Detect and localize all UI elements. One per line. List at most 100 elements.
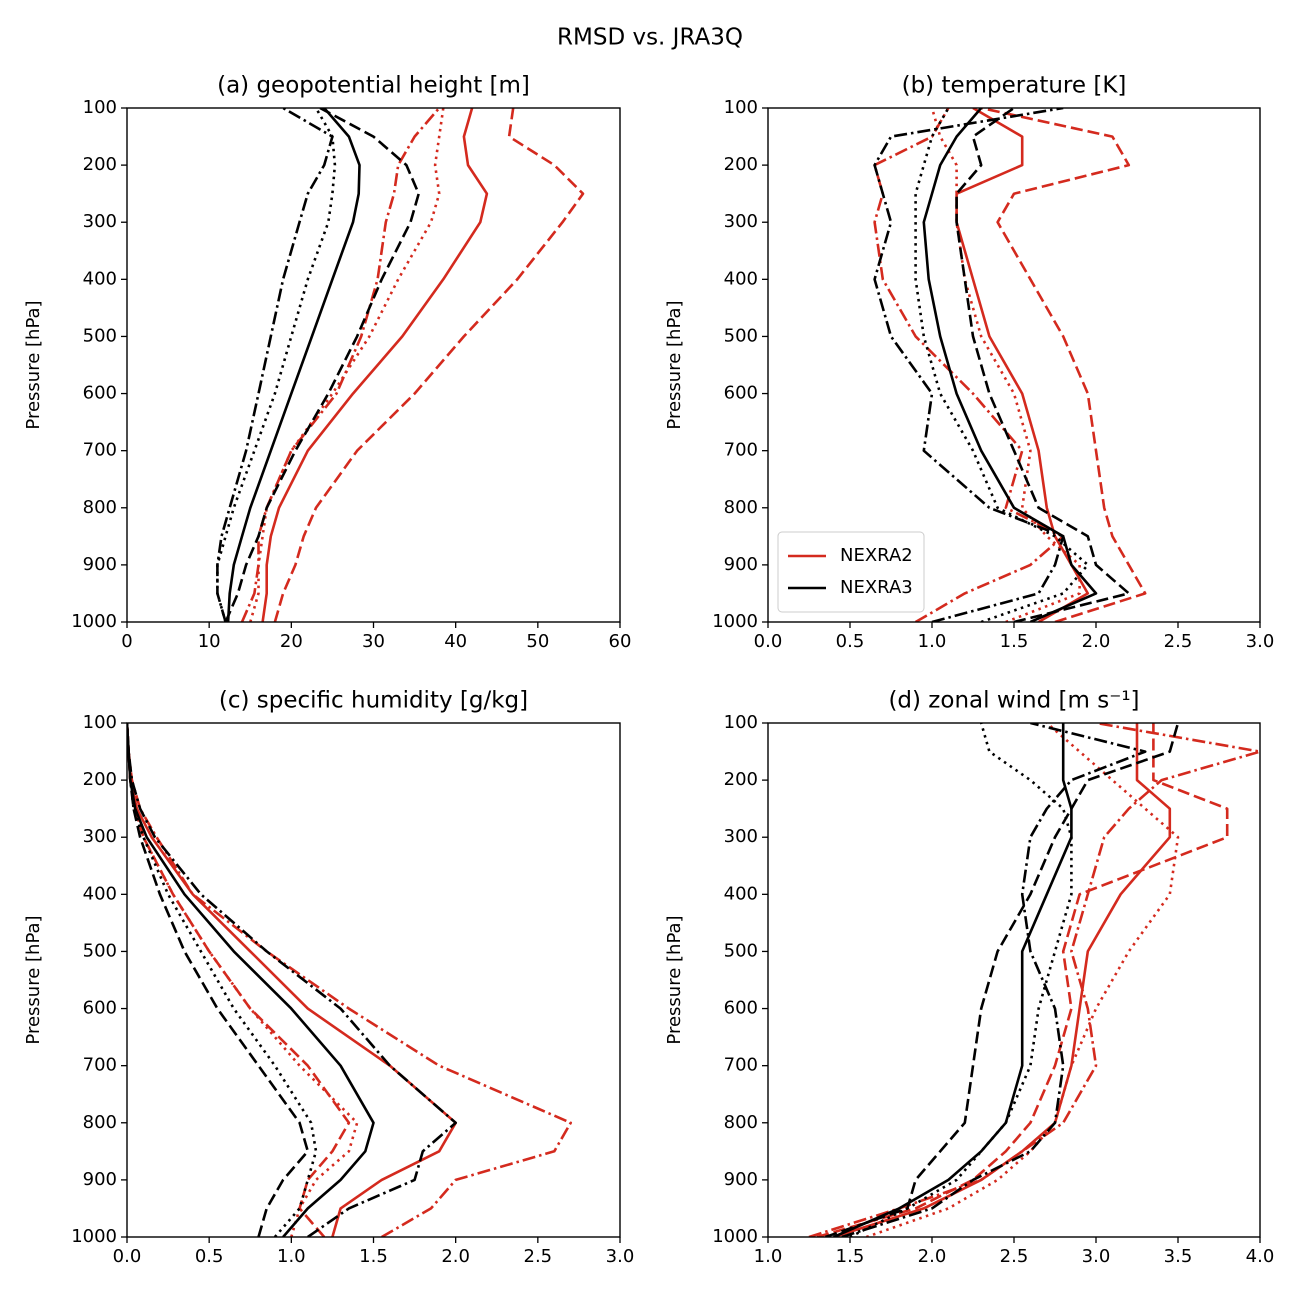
y-tick-label: 100	[83, 712, 117, 733]
panel-title: (d) zonal wind [m s⁻¹]	[888, 688, 1139, 714]
profile-line	[261, 108, 489, 622]
x-tick-label: 3.5	[1164, 1246, 1193, 1267]
y-tick-label: 200	[83, 154, 117, 175]
profile-line	[240, 108, 441, 622]
x-tick-label: 0.0	[113, 1246, 142, 1267]
profile-line	[955, 108, 1090, 622]
profile-line	[273, 108, 585, 622]
y-tick-label: 300	[83, 826, 117, 847]
y-tick-label: 500	[724, 325, 758, 346]
profile-line	[216, 108, 334, 622]
profile-line	[216, 108, 337, 622]
profile-line	[873, 108, 1065, 622]
x-tick-label: 1.0	[918, 631, 947, 652]
x-tick-label: 2.5	[1164, 631, 1193, 652]
x-tick-label: 1.0	[754, 1246, 783, 1267]
y-tick-label: 500	[83, 940, 117, 961]
x-tick-label: 3.0	[1246, 631, 1275, 652]
x-tick-label: 3.0	[606, 1246, 635, 1267]
profile-line	[226, 108, 361, 622]
x-tick-label: 4.0	[1246, 1246, 1275, 1267]
y-tick-label: 600	[83, 383, 117, 404]
y-tick-label: 500	[724, 940, 758, 961]
legend-label: NEXRA2	[840, 545, 913, 566]
x-tick-label: 2.0	[1082, 631, 1111, 652]
figure-title: RMSD vs. JRA3Q	[557, 25, 743, 51]
y-tick-label: 900	[83, 1169, 117, 1190]
legend-box	[777, 531, 925, 613]
axes-frame	[126, 722, 621, 1238]
x-tick-label: 0.5	[195, 1246, 224, 1267]
axes-frame	[126, 107, 621, 623]
x-tick-label: 1.5	[836, 1246, 865, 1267]
y-tick-label: 400	[83, 883, 117, 904]
profile-line	[922, 108, 1098, 622]
y-tick-label: 300	[83, 211, 117, 232]
axes-frame	[767, 722, 1261, 1238]
y-tick-label: 400	[83, 268, 117, 289]
y-tick-label: 900	[83, 554, 117, 575]
x-tick-label: 10	[198, 631, 221, 652]
profile-line	[224, 108, 420, 622]
y-tick-label: 900	[724, 554, 758, 575]
x-tick-label: 2.0	[441, 1246, 470, 1267]
y-tick-label: 300	[724, 826, 758, 847]
profile-line	[127, 723, 318, 1237]
y-tick-label: 200	[724, 154, 758, 175]
y-tick-label: 1000	[71, 611, 117, 632]
y-tick-label: 600	[724, 383, 758, 404]
y-axis-label: Pressure [hPa]	[664, 915, 685, 1044]
x-tick-label: 1.5	[1000, 631, 1029, 652]
y-tick-label: 700	[724, 440, 758, 461]
y-tick-label: 800	[83, 1112, 117, 1133]
x-tick-label: 2.0	[918, 1246, 947, 1267]
y-tick-label: 100	[83, 97, 117, 118]
y-tick-label: 400	[724, 883, 758, 904]
y-tick-label: 800	[724, 1112, 758, 1133]
profile-line	[849, 723, 1073, 1237]
profile-line	[127, 723, 457, 1237]
y-tick-label: 200	[83, 769, 117, 790]
y-tick-label: 400	[724, 268, 758, 289]
y-tick-label: 1000	[712, 1226, 758, 1247]
legend-label: NEXRA3	[840, 577, 913, 598]
profile-line	[955, 108, 1131, 622]
y-tick-label: 200	[724, 769, 758, 790]
y-tick-label: 800	[83, 497, 117, 518]
profile-line	[930, 108, 1081, 622]
y-tick-label: 700	[83, 440, 117, 461]
profile-line	[980, 108, 1147, 622]
x-tick-label: 50	[526, 631, 549, 652]
x-tick-label: 1.5	[359, 1246, 388, 1267]
x-tick-label: 60	[609, 631, 632, 652]
axes-frame	[767, 107, 1261, 623]
x-tick-label: 1.0	[277, 1246, 306, 1267]
profile-line	[833, 723, 1073, 1237]
x-tick-label: 30	[362, 631, 385, 652]
y-tick-label: 100	[724, 712, 758, 733]
y-axis-label: Pressure [hPa]	[23, 915, 44, 1044]
profile-line	[816, 723, 1229, 1237]
profile-line	[865, 723, 1180, 1237]
y-tick-label: 800	[724, 497, 758, 518]
x-tick-label: 0	[121, 631, 132, 652]
x-tick-label: 2.5	[1000, 1246, 1029, 1267]
y-axis-label: Pressure [hPa]	[23, 300, 44, 429]
y-tick-label: 600	[724, 998, 758, 1019]
panel-title: (a) geopotential height [m]	[217, 73, 530, 99]
panel-title: (c) specific humidity [g/kg]	[219, 688, 528, 714]
panel-title: (b) temperature [K]	[902, 73, 1127, 99]
y-tick-label: 700	[724, 1055, 758, 1076]
x-tick-label: 2.5	[524, 1246, 553, 1267]
y-tick-label: 700	[83, 1055, 117, 1076]
y-tick-label: 1000	[71, 1226, 117, 1247]
y-tick-label: 500	[83, 325, 117, 346]
x-tick-label: 3.0	[1082, 1246, 1111, 1267]
y-tick-label: 900	[724, 1169, 758, 1190]
profile-line	[808, 723, 1260, 1237]
x-tick-label: 40	[444, 631, 467, 652]
y-tick-label: 300	[724, 211, 758, 232]
y-axis-label: Pressure [hPa]	[664, 300, 685, 429]
